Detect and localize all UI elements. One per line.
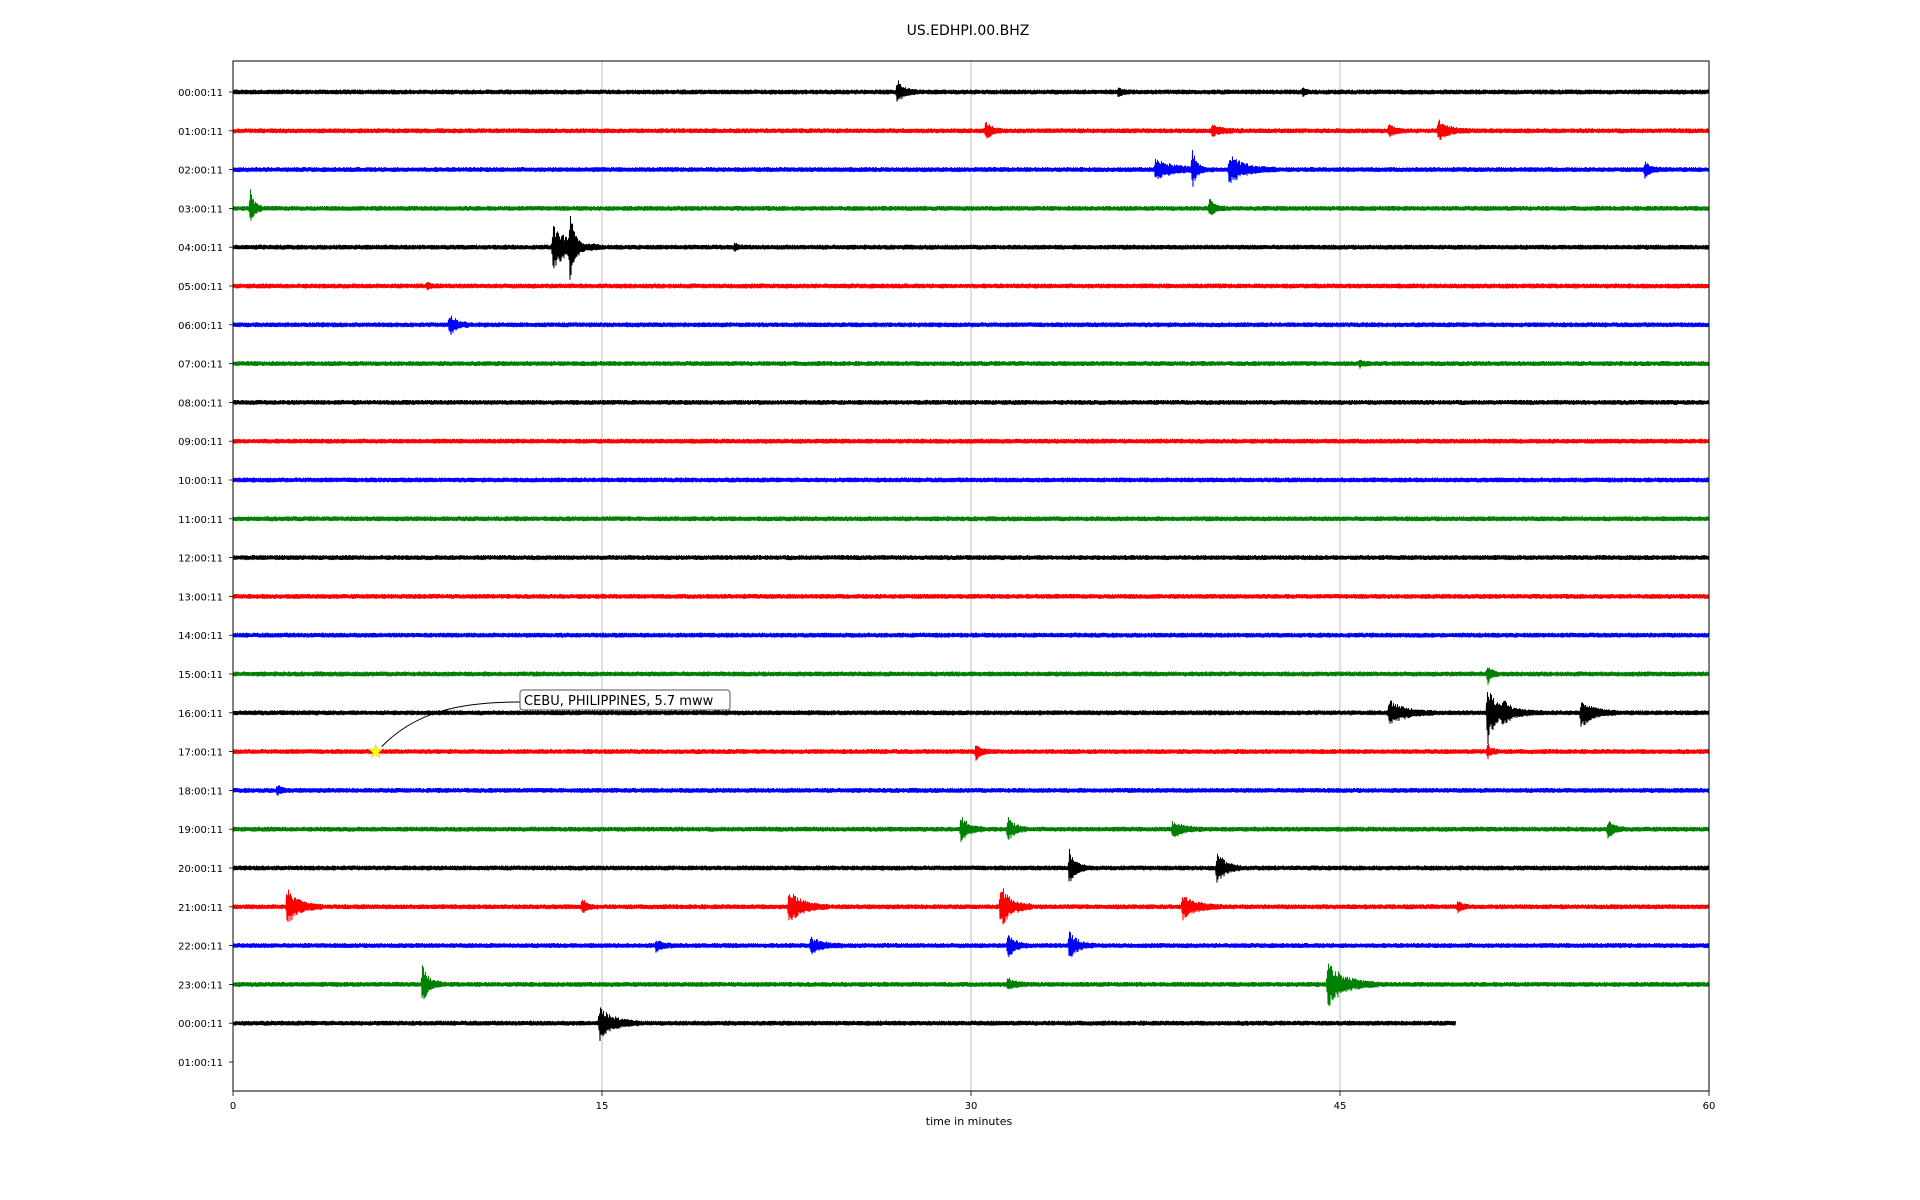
- x-tick-label: 0: [230, 1101, 236, 1112]
- row-time-label: 14:00:11: [178, 631, 223, 642]
- row-time-label: 15:00:11: [178, 670, 223, 681]
- row-time-label: 13:00:11: [178, 592, 223, 603]
- row-time-label: 12:00:11: [178, 554, 223, 565]
- seismic-trace: [232, 189, 1710, 221]
- annotation-connector: [381, 701, 521, 747]
- seismic-trace: [232, 963, 1710, 1007]
- trace-group: [232, 80, 1710, 1042]
- x-tick-label: 45: [1334, 1101, 1347, 1112]
- seismic-trace: [232, 315, 1710, 336]
- row-time-label: 03:00:11: [178, 204, 223, 215]
- x-axis-ticks: 0 15 30 45 60: [230, 1091, 1716, 1112]
- x-axis-label: time in minutes: [926, 1115, 1013, 1128]
- seismic-trace: [232, 80, 1710, 102]
- seismic-trace: [232, 555, 1710, 561]
- row-time-label: 00:00:11: [178, 88, 223, 99]
- annotation-box: [519, 689, 731, 711]
- seismic-trace: [232, 632, 1710, 638]
- seismic-trace: [232, 848, 1710, 883]
- row-time-label: 18:00:11: [178, 786, 223, 797]
- x-tick-label: 30: [965, 1101, 978, 1112]
- row-time-label: 09:00:11: [178, 437, 223, 448]
- seismic-trace: [232, 816, 1710, 843]
- seismic-trace: [232, 743, 1710, 761]
- seismic-trace: [232, 215, 1710, 280]
- seismic-trace: [232, 692, 1710, 745]
- seismic-trace: [232, 399, 1710, 405]
- seismic-trace: [232, 593, 1710, 599]
- seismic-trace: [232, 516, 1710, 522]
- row-time-label: 17:00:11: [178, 748, 223, 759]
- row-time-label: 20:00:11: [178, 864, 223, 875]
- annotation-text: CEBU, PHILIPPINES, 5.7 mww: [524, 694, 714, 709]
- seismic-trace: [232, 477, 1710, 483]
- row-time-label: 16:00:11: [178, 709, 223, 720]
- seismic-trace: [232, 888, 1710, 925]
- row-time-label: 23:00:11: [178, 980, 223, 991]
- seismic-trace: [232, 785, 1710, 796]
- seismic-trace: [232, 1007, 1456, 1042]
- row-time-labels: 00:00:11 01:00:11 02:00:11 03:00:11 04:00:11…: [178, 88, 233, 1069]
- seismic-trace: [232, 119, 1710, 140]
- event-annotation: CEBU, PHILIPPINES, 5.7 mww: [368, 689, 731, 758]
- row-time-label: 11:00:11: [178, 515, 223, 526]
- seismic-trace: [232, 150, 1710, 187]
- event-star-icon: [368, 743, 383, 758]
- row-time-label: 21:00:11: [178, 903, 223, 914]
- seismic-trace: [232, 667, 1710, 685]
- seismic-trace: [232, 931, 1710, 958]
- row-time-label: 08:00:11: [178, 398, 223, 409]
- x-tick-label: 15: [596, 1101, 609, 1112]
- row-time-label: 02:00:11: [178, 166, 223, 177]
- row-time-label: 00:00:11: [178, 1019, 223, 1030]
- seismic-trace: [232, 359, 1710, 369]
- chart-title: US.EDHPI.00.BHZ: [907, 23, 1030, 39]
- row-time-label: 10:00:11: [178, 476, 223, 487]
- row-time-label: 07:00:11: [178, 360, 223, 371]
- row-time-label: 04:00:11: [178, 243, 223, 254]
- row-time-label: 01:00:11: [178, 127, 223, 138]
- row-time-label: 19:00:11: [178, 825, 223, 836]
- x-tick-label: 60: [1703, 1101, 1716, 1112]
- seismic-trace: [232, 438, 1710, 444]
- seismic-trace: [232, 281, 1710, 291]
- row-time-label: 01:00:11: [178, 1058, 223, 1069]
- row-time-label: 22:00:11: [178, 942, 223, 953]
- x-gridlines: [601, 61, 1341, 1091]
- row-time-label: 05:00:11: [178, 282, 223, 293]
- row-time-label: 06:00:11: [178, 321, 223, 332]
